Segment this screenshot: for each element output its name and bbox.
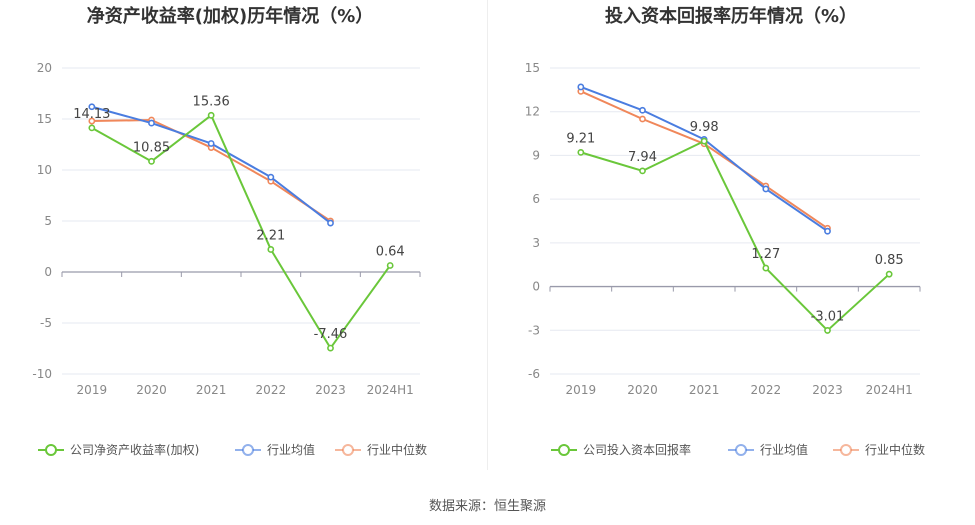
data-point-median — [88, 117, 96, 125]
y-tick-label: -3 — [528, 323, 540, 337]
data-point-company — [700, 137, 708, 145]
chart-title: 净资产收益率(加权)历年情况（%） — [87, 5, 374, 27]
data-point-avg — [148, 119, 155, 127]
y-tick-label: 9 — [532, 148, 540, 162]
legend-item-avg: 行业均值 — [235, 442, 315, 457]
data-label: 15.36 — [193, 94, 230, 109]
data-label: 1.27 — [751, 247, 780, 262]
data-point-company — [824, 327, 831, 334]
data-label: 14.13 — [73, 107, 110, 122]
x-tick-label: 2019 — [566, 383, 597, 397]
data-point-avg — [639, 106, 646, 114]
data-point-company — [762, 264, 770, 272]
data-label: 0.85 — [875, 253, 904, 268]
roic-chart-panel: 投入资本回报率历年情况（%） 15 12 9 6 3 0 -3 -6 2019 2020 2021 20… — [488, 0, 975, 470]
y-tick-label: -5 — [40, 316, 52, 330]
y-tick-label: -6 — [528, 367, 540, 381]
data-label: 10.85 — [133, 140, 170, 155]
y-tick-label: 0 — [532, 280, 540, 294]
data-source-note: 数据来源：恒生聚源 — [428, 499, 546, 514]
data-point-company — [148, 157, 155, 165]
y-tick-label: 12 — [525, 105, 540, 119]
data-point-avg — [88, 103, 96, 111]
x-tick-label: 2021 — [196, 383, 227, 397]
x-tick-label: 2024H1 — [367, 383, 414, 397]
data-point-company — [577, 148, 585, 156]
data-point-company — [639, 167, 646, 175]
x-tick-label: 2021 — [689, 383, 720, 397]
y-tick-label: 10 — [37, 163, 52, 177]
data-point-company — [207, 111, 215, 119]
series-line-avg — [91, 105, 332, 224]
x-tick-label: 2019 — [77, 383, 108, 397]
x-tick-label: 2023 — [315, 383, 346, 397]
x-tick-label: 2023 — [812, 383, 843, 397]
legend-marker-icon — [342, 444, 354, 456]
data-label: 9.21 — [566, 131, 595, 146]
data-point-avg — [207, 140, 215, 147]
series-line-median — [91, 119, 332, 222]
y-tick-label: 6 — [532, 192, 540, 206]
roe-chart-panel: 净资产收益率(加权)历年情况（%） 20 15 10 5 0 -5 -10 2019 2020 20… — [0, 0, 487, 470]
data-label: 7.94 — [628, 150, 657, 165]
legend-label: 公司净资产收益率(加权) — [70, 442, 199, 457]
legend-item-company: 公司投入资本回报率 — [551, 442, 691, 457]
data-label: -7.46 — [314, 327, 348, 342]
data-label: -3.01 — [811, 309, 845, 324]
y-tick-label: 0 — [44, 265, 52, 279]
data-label: 9.98 — [690, 120, 719, 135]
y-tick-label: 5 — [44, 214, 52, 228]
y-tick-label: 3 — [532, 236, 540, 250]
data-label: 0.64 — [376, 244, 405, 259]
data-point-avg — [327, 219, 334, 227]
legend-label: 行业中位数 — [367, 442, 427, 457]
y-tick-label: 15 — [525, 61, 540, 75]
legend-label: 行业中位数 — [865, 442, 925, 457]
data-point-company — [267, 246, 275, 253]
y-tick-label: -10 — [32, 367, 52, 381]
x-tick-label: 2020 — [627, 383, 658, 397]
legend-label: 公司投入资本回报率 — [583, 442, 691, 457]
legend-marker-icon — [558, 444, 570, 456]
chart-title: 投入资本回报率历年情况（%） — [605, 5, 857, 27]
legend-item-company: 公司净资产收益率(加权) — [38, 442, 199, 457]
data-point-avg — [762, 185, 770, 193]
legend-item-avg: 行业均值 — [728, 442, 808, 457]
data-point-avg — [824, 227, 831, 235]
y-tick-label: 20 — [37, 61, 52, 75]
legend-marker-icon — [242, 444, 254, 456]
data-point-company — [386, 262, 394, 269]
data-point-company — [88, 124, 96, 132]
legend-label: 行业均值 — [760, 442, 808, 457]
legend-marker-icon — [735, 444, 747, 456]
roe-chart: 净资产收益率(加权)历年情况（%） 20 15 10 5 0 -5 -10 2019 2020 20… — [32, 5, 427, 457]
data-point-median — [639, 115, 646, 123]
data-label: 2.21 — [256, 228, 285, 243]
data-point-company — [885, 270, 893, 278]
x-tick-label: 2020 — [136, 383, 167, 397]
series-line-company — [91, 114, 391, 350]
panel-divider — [487, 0, 488, 470]
data-point-avg — [577, 83, 585, 91]
series-line-company — [580, 140, 890, 332]
x-tick-label: 2024H1 — [866, 383, 913, 397]
data-point-avg — [267, 173, 275, 181]
legend-marker-icon — [840, 444, 852, 456]
roic-chart: 投入资本回报率历年情况（%） 15 12 9 6 3 0 -3 -6 2019 2020 2021 20… — [525, 5, 925, 457]
data-point-company — [327, 344, 334, 352]
legend-item-median: 行业中位数 — [833, 442, 925, 457]
legend-label: 行业均值 — [267, 442, 315, 457]
legend-marker-icon — [45, 444, 57, 456]
x-tick-label: 2022 — [751, 383, 782, 397]
x-tick-label: 2022 — [256, 383, 287, 397]
legend-item-median: 行业中位数 — [335, 442, 427, 457]
y-tick-label: 15 — [37, 112, 52, 126]
